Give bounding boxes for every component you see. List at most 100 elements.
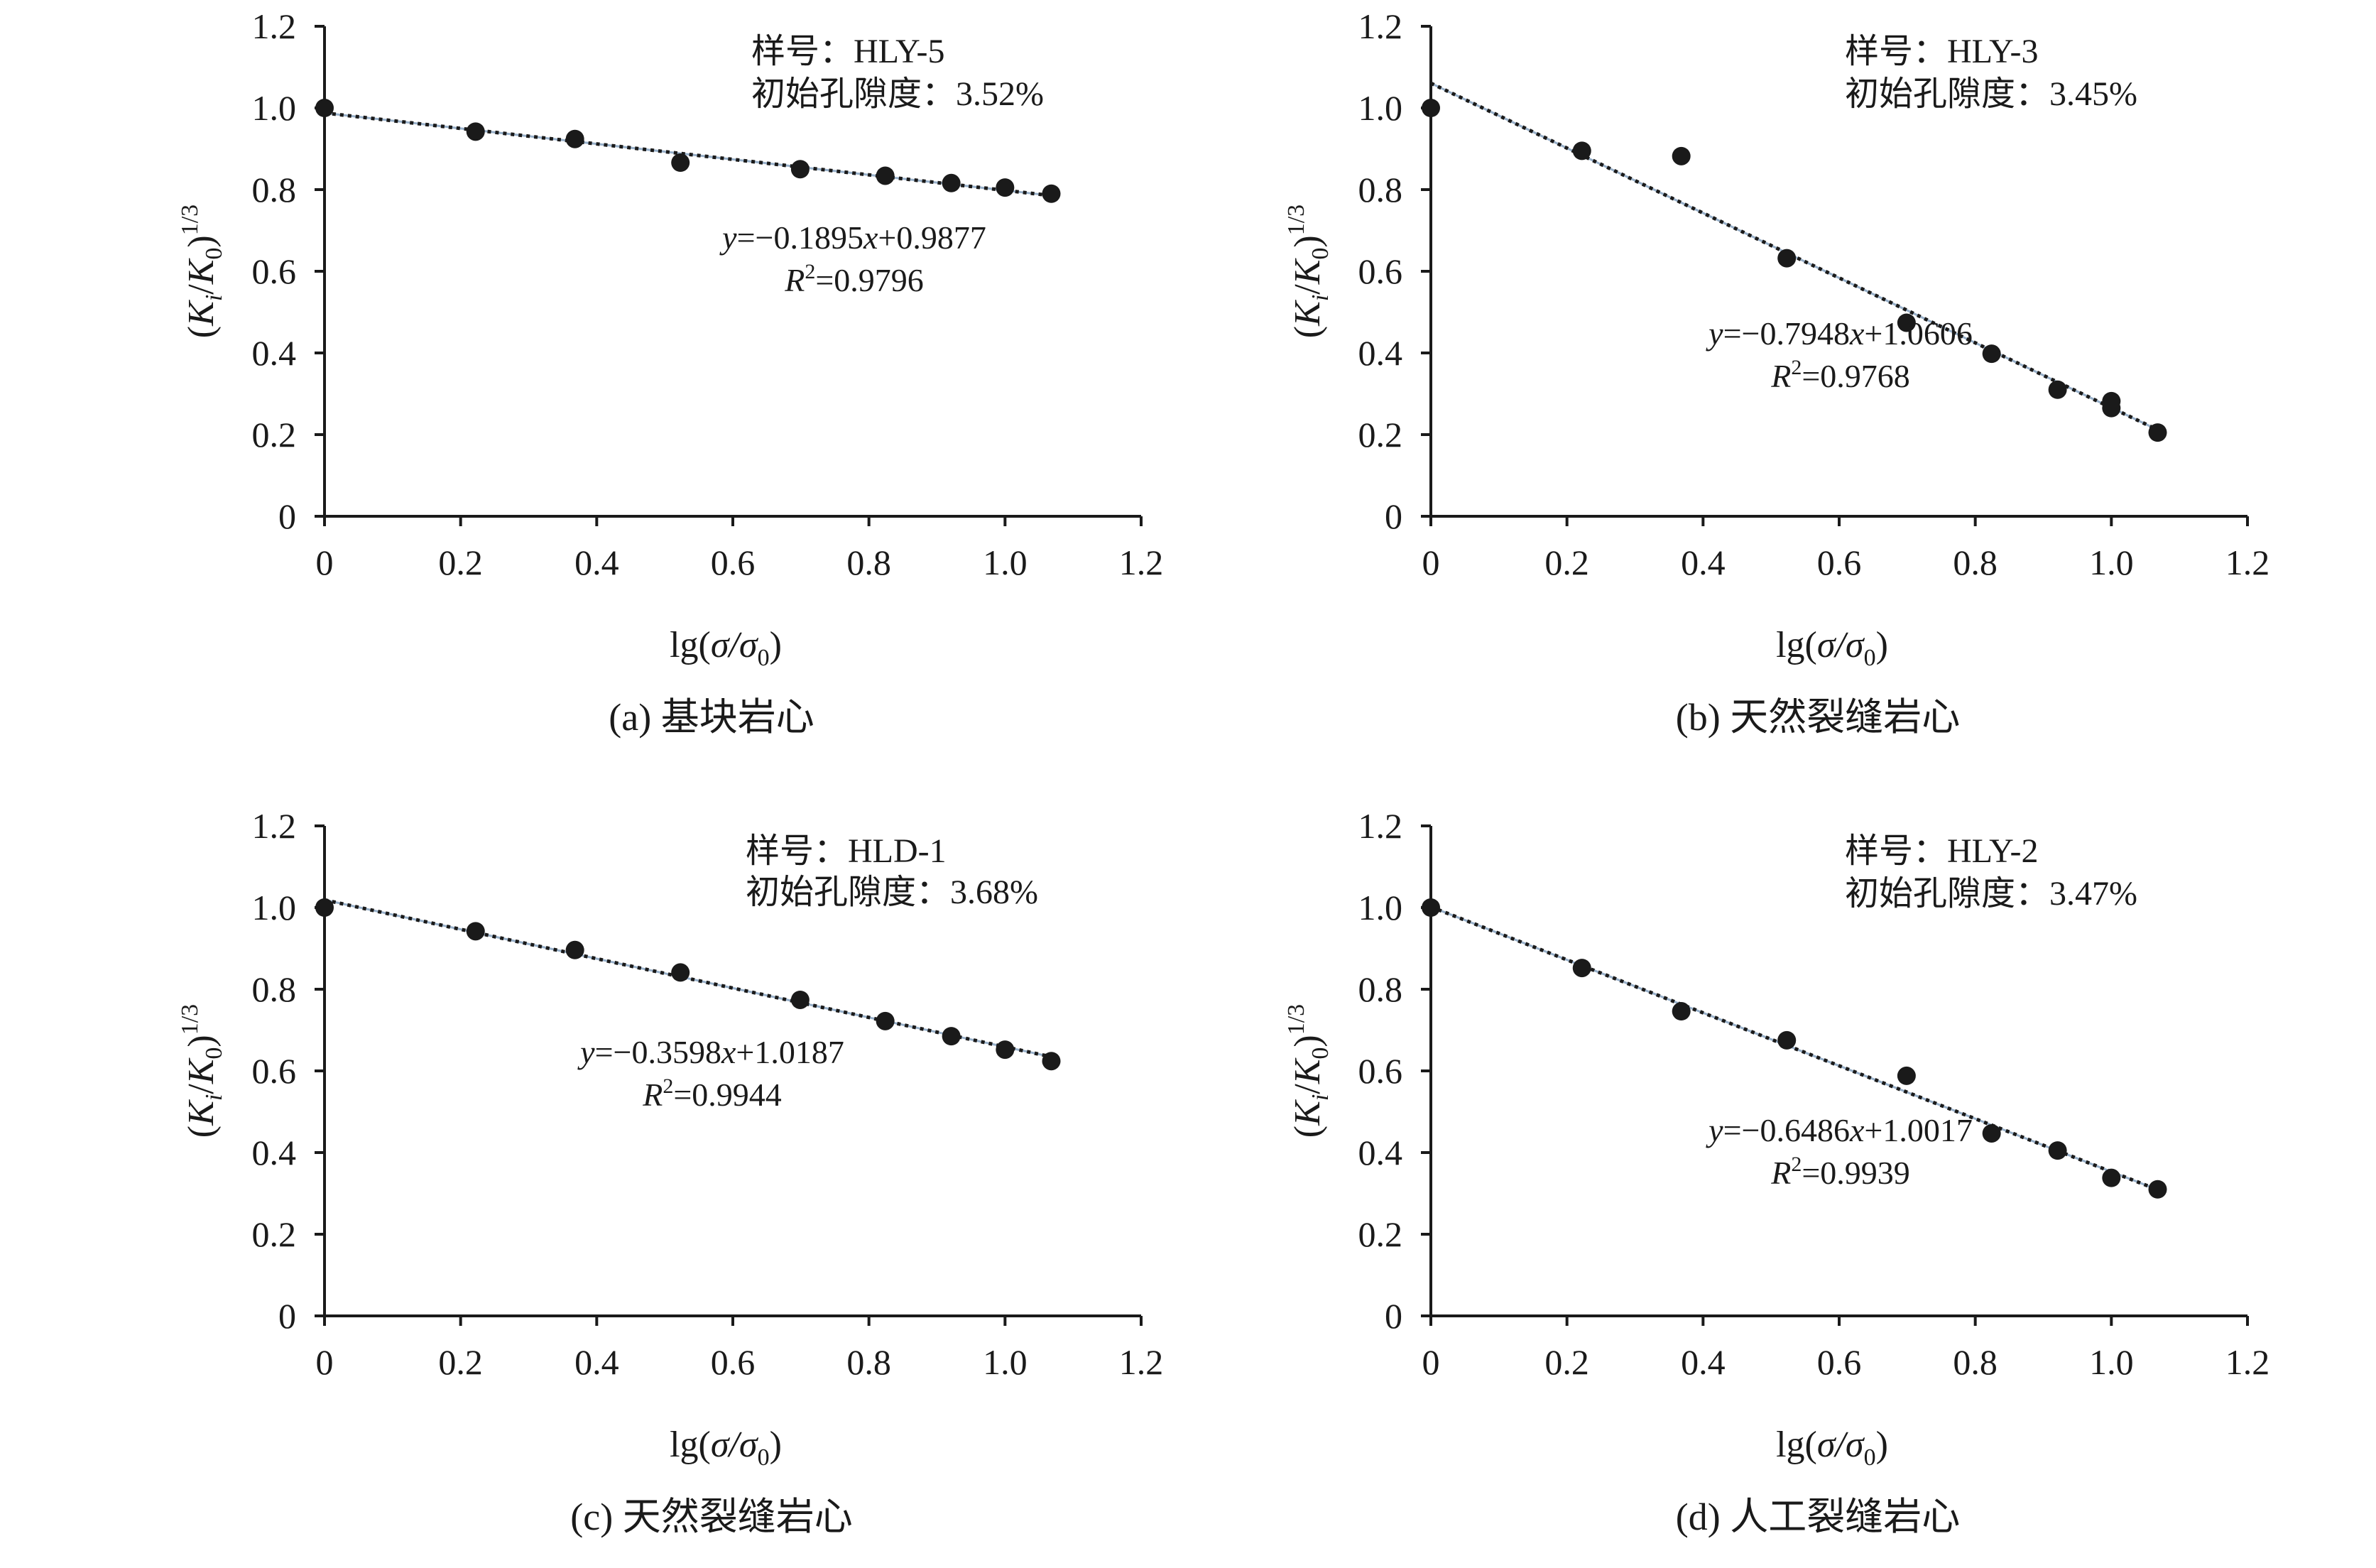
y-axis-title: (Ki/K0)1/3 [1283, 205, 1334, 338]
porosity-label: 初始孔隙度：3.45% [1845, 75, 2137, 113]
sample-label: 样号：HLY-5 [751, 33, 945, 70]
data-point [942, 1027, 961, 1046]
x-tick-label: 1.2 [1119, 543, 1164, 582]
y-axis-title: (Ki/K0)1/3 [177, 1004, 227, 1138]
y-tick-label: 0.8 [252, 170, 297, 209]
y-tick-label: 0.8 [252, 969, 297, 1009]
trendline [1429, 81, 2159, 432]
figure: 0 0.2 0.4 0.6 0.8 1.0 1.2 0 0.2 0.4 0.6 0.8 1.0 1.2 lg… [0, 0, 2294, 1538]
x-tick-label: 0.4 [574, 543, 619, 582]
data-point [876, 166, 895, 185]
x-tick-label: 0.4 [1681, 1342, 1726, 1382]
y-axis-title: (Ki/K0)1/3 [1283, 1004, 1334, 1138]
y-tick-label: 1.2 [1358, 806, 1403, 846]
data-point [1777, 1030, 1797, 1050]
data-point [996, 1040, 1015, 1060]
data-point [996, 178, 1015, 197]
y-tick-label: 1.2 [252, 6, 297, 46]
x-tick-label: 1.2 [1119, 1342, 1164, 1382]
y-tick-label: 1.0 [1358, 88, 1403, 128]
y-tick-label: 0.2 [1358, 415, 1403, 454]
r-squared: R2=0.9944 [642, 1074, 782, 1113]
data-point [1672, 1002, 1691, 1021]
chart-svg: 0 0.2 0.4 0.6 0.8 1.0 1.2 0 0.2 0.4 0.6 0.8 1.0 1.2 lg… [177, 6, 1164, 739]
data-point [2148, 1180, 2167, 1199]
regression-equation: y=−0.7948x+1.0606 [1706, 315, 1973, 352]
x-axis-title: lg(σ/σ0) [1776, 625, 1888, 671]
x-tick-label: 0.2 [1544, 1342, 1589, 1382]
data-point [1982, 1123, 2001, 1143]
y-tick-label: 0.2 [252, 415, 297, 454]
y-tick-label: 0.6 [252, 1051, 297, 1091]
data-point [1042, 1052, 1061, 1071]
porosity-label: 初始孔隙度：3.47% [1845, 875, 2137, 913]
x-tick-label: 0 [316, 1342, 334, 1382]
data-point [1897, 313, 1916, 332]
data-point [790, 990, 810, 1009]
x-tick-label: 1.0 [2089, 543, 2134, 582]
data-point [2048, 380, 2067, 399]
data-point [671, 153, 690, 173]
regression-equation: y=−0.6486x+1.0017 [1706, 1112, 1973, 1148]
y-tick-label: 0.4 [1358, 1133, 1403, 1172]
y-tick-label: 0.8 [1358, 170, 1403, 209]
y-tick-label: 0.6 [1358, 251, 1403, 291]
x-tick-label: 1.2 [2225, 1342, 2270, 1382]
data-point [1982, 344, 2001, 364]
y-tick-label: 0.2 [252, 1214, 297, 1254]
data-point [2148, 423, 2167, 442]
x-tick-label: 0.6 [1817, 1342, 1862, 1382]
data-point [876, 1011, 895, 1030]
trendline [324, 111, 1052, 197]
x-tick-label: 0 [1422, 543, 1440, 582]
chart-panel-b: 0 0.2 0.4 0.6 0.8 1.0 1.2 0 0.2 0.4 0.6 0.8 1.0 1.2 lg… [1106, 0, 2294, 765]
y-axis-title: (Ki/K0)1/3 [177, 205, 227, 338]
data-point [2102, 398, 2121, 418]
y-tick-label: 1.0 [1358, 888, 1403, 927]
y-tick-label: 1.2 [252, 806, 297, 846]
x-axis-title: lg(σ/σ0) [670, 625, 782, 671]
x-tick-label: 1.0 [983, 1342, 1028, 1382]
data-point [2102, 1168, 2121, 1187]
y-tick-label: 0.2 [1358, 1214, 1403, 1254]
x-tick-label: 0.6 [711, 543, 756, 582]
y-tick-label: 0.8 [1358, 969, 1403, 1009]
data-point [315, 898, 334, 917]
data-point [2048, 1141, 2067, 1160]
data-point [565, 129, 584, 148]
panel-caption: (a) 基块岩心 [609, 696, 814, 739]
x-tick-label: 0.2 [438, 1342, 483, 1382]
data-point [1422, 99, 1440, 117]
y-tick-label: 0 [1385, 1296, 1402, 1336]
data-point [671, 963, 690, 982]
chart-panel-c: 0 0.2 0.4 0.6 0.8 1.0 1.2 0 0.2 0.4 0.6 0.8 1.0 1.2 lg… [0, 800, 1188, 1564]
x-tick-label: 0.2 [438, 543, 483, 582]
r-squared: R2=0.9768 [1770, 356, 1910, 394]
panel-caption: (c) 天然裂缝岩心 [570, 1496, 852, 1538]
sample-label: 样号：HLY-3 [1845, 33, 2039, 70]
data-point [565, 940, 584, 959]
y-tick-label: 1.2 [1358, 6, 1403, 46]
x-axis-title: lg(σ/σ0) [670, 1425, 782, 1471]
data-point [942, 173, 961, 192]
regression-equation: y=−0.1895x+0.9877 [719, 219, 986, 256]
chart-svg: 0 0.2 0.4 0.6 0.8 1.0 1.2 0 0.2 0.4 0.6 0.8 1.0 1.2 lg… [1283, 6, 2269, 739]
data-point [1672, 146, 1691, 165]
porosity-label: 初始孔隙度：3.52% [751, 75, 1044, 113]
x-tick-label: 0.8 [1953, 543, 1998, 582]
r-squared: R2=0.9796 [784, 260, 924, 298]
chart-svg: 0 0.2 0.4 0.6 0.8 1.0 1.2 0 0.2 0.4 0.6 0.8 1.0 1.2 lg… [1283, 806, 2270, 1538]
y-tick-label: 0.4 [252, 1133, 297, 1172]
sample-label: 样号：HLD-1 [746, 832, 947, 870]
data-point [1897, 1066, 1916, 1085]
x-tick-label: 0.8 [846, 543, 891, 582]
x-tick-label: 0.4 [1681, 543, 1726, 582]
data-point [466, 922, 485, 941]
sample-label: 样号：HLY-2 [1845, 832, 2039, 870]
panel-caption: (b) 天然裂缝岩心 [1676, 696, 1960, 739]
y-tick-label: 0.6 [252, 251, 297, 291]
data-point [1042, 184, 1061, 203]
chart-panel-a: 0 0.2 0.4 0.6 0.8 1.0 1.2 0 0.2 0.4 0.6 0.8 1.0 1.2 lg… [0, 0, 1188, 765]
x-tick-label: 1.0 [2089, 1342, 2134, 1382]
y-tick-label: 1.0 [252, 888, 297, 927]
